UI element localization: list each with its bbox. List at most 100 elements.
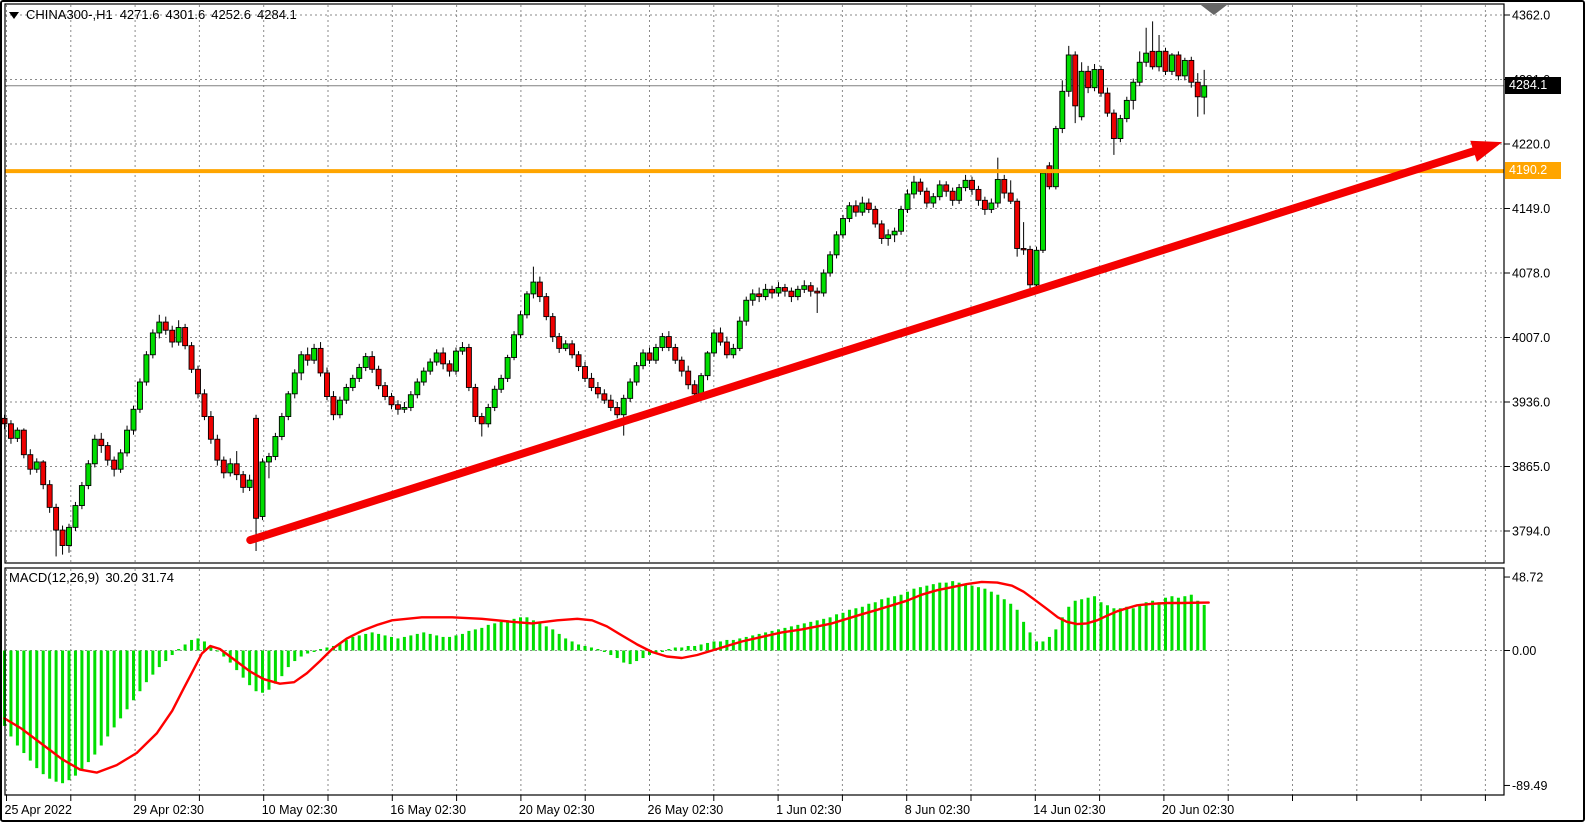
candle-bullish: [517, 314, 524, 336]
macd-histogram-bar: [686, 645, 690, 651]
candle-bullish: [730, 347, 737, 356]
candle-bullish: [1078, 70, 1085, 118]
macd-histogram-bar: [944, 582, 948, 651]
macd-histogram-bar: [1202, 604, 1206, 651]
macd-histogram-bar: [815, 620, 819, 651]
chart-shift-marker-icon[interactable]: [1200, 5, 1227, 15]
macd-histogram-bar: [119, 650, 123, 719]
candle-bearish: [104, 445, 111, 461]
macd-histogram-bar: [1054, 629, 1058, 651]
macd-histogram-bar: [577, 644, 581, 651]
candle-bearish: [543, 296, 550, 318]
macd-histogram-bar: [267, 650, 271, 690]
candle-bullish: [336, 399, 343, 416]
macd-histogram-bar: [1189, 594, 1193, 651]
candle-bullish: [259, 461, 266, 517]
macd-histogram-bar: [699, 644, 703, 651]
macd-histogram-bar: [989, 591, 993, 651]
candle-bearish: [214, 438, 221, 461]
macd-histogram-bar: [390, 636, 393, 651]
symbol-dropdown-icon[interactable]: [9, 11, 19, 19]
candle-bullish: [266, 456, 272, 463]
candle-bullish: [904, 193, 911, 210]
macd-histogram-bar: [964, 584, 968, 651]
candle-bearish: [943, 184, 950, 192]
macd-histogram-bar: [583, 645, 587, 651]
macd-histogram-bar: [1047, 636, 1051, 651]
symbol-timeframe-label: CHINA300-,H1: [26, 7, 113, 22]
main-chart-pane[interactable]: [2, 21, 1208, 557]
macd-histogram-bar: [1067, 606, 1071, 651]
candle-bearish: [807, 285, 814, 292]
price-axis[interactable]: 4362.04291.04220.04149.04078.04007.03936…: [1504, 9, 1550, 793]
candle-bearish: [691, 384, 698, 395]
candle-bullish: [1156, 50, 1163, 68]
grid-lines: [5, 5, 1504, 795]
price-tick-label: 3936.0: [1512, 396, 1550, 410]
candle-bullish: [85, 463, 92, 487]
macd-tick-label: 48.72: [1512, 571, 1543, 585]
macd-histogram-bar: [764, 632, 768, 651]
open-value: 4271.6: [119, 7, 160, 22]
candle-bearish: [665, 336, 672, 348]
candle-bearish: [852, 205, 859, 213]
candle-bearish: [769, 288, 775, 294]
candle-bullish: [891, 230, 898, 236]
candle-bearish: [1149, 50, 1156, 68]
candle-bullish: [711, 332, 717, 354]
macd-histogram-bar: [402, 636, 406, 651]
macd-histogram-bar: [880, 599, 884, 651]
candle-bullish: [530, 281, 537, 295]
candle-bullish: [698, 375, 705, 395]
macd-histogram-bar: [54, 650, 58, 782]
macd-histogram-bar: [157, 650, 161, 668]
candle-bullish: [14, 429, 21, 439]
trend-arrow-line[interactable]: [246, 145, 1484, 545]
candle-bearish: [872, 208, 879, 225]
macd-histogram-bar: [531, 620, 535, 651]
candle-bullish: [291, 372, 298, 395]
candle-bearish: [588, 377, 595, 388]
trend-arrow[interactable]: [246, 140, 1503, 545]
macd-histogram-bar: [925, 585, 929, 651]
macd-histogram-bar: [415, 633, 419, 651]
macd-histogram-bar: [860, 606, 864, 651]
macd-histogram-bar: [1028, 632, 1032, 651]
macd-name: MACD(12,26,9): [9, 570, 100, 585]
macd-histogram-bar: [441, 636, 445, 651]
candle-bearish: [162, 321, 169, 331]
price-tick-label: 4220.0: [1512, 138, 1550, 152]
time-axis[interactable]: 25 Apr 2022 29 Apr 02:30 10 May 02:30 16 Ma…: [5, 795, 1486, 817]
macd-histogram-bar: [1157, 602, 1161, 651]
macd-histogram-bar: [28, 650, 32, 761]
price-tick-label: 3794.0: [1512, 525, 1550, 539]
macd-histogram-bar: [319, 648, 323, 651]
macd-histogram-bar: [822, 618, 826, 651]
candle-bearish: [324, 372, 330, 397]
candle-bullish: [1201, 85, 1208, 98]
macd-histogram-bar: [125, 650, 129, 710]
candle-bearish: [46, 484, 53, 508]
candle-bearish: [40, 461, 47, 486]
macd-histogram-bar: [202, 641, 206, 651]
candle-bearish: [111, 459, 118, 470]
macd-histogram-bar: [1170, 596, 1174, 651]
macd-pane[interactable]: [3, 580, 1210, 784]
candle-bullish: [956, 187, 963, 201]
candle-bullish: [704, 352, 711, 377]
candle-bearish: [1188, 59, 1195, 83]
date-tick-label: 20 Jun 02:30: [1162, 803, 1234, 817]
macd-histogram-bar: [622, 650, 626, 663]
candle-bullish: [885, 234, 892, 239]
macd-signal-line: [3, 580, 1210, 774]
candle-bullish: [298, 354, 305, 374]
macd-histogram-bar: [602, 650, 606, 653]
chart-header: CHINA300-,H1 4271.6 4301.6 4252.6 4284.1: [9, 7, 297, 22]
macd-histogram-bar: [293, 650, 297, 662]
macd-histogram-bar: [544, 626, 548, 651]
macd-histogram-bar: [693, 645, 697, 651]
macd-histogram-bar: [957, 582, 961, 651]
candle-bearish: [975, 188, 982, 201]
